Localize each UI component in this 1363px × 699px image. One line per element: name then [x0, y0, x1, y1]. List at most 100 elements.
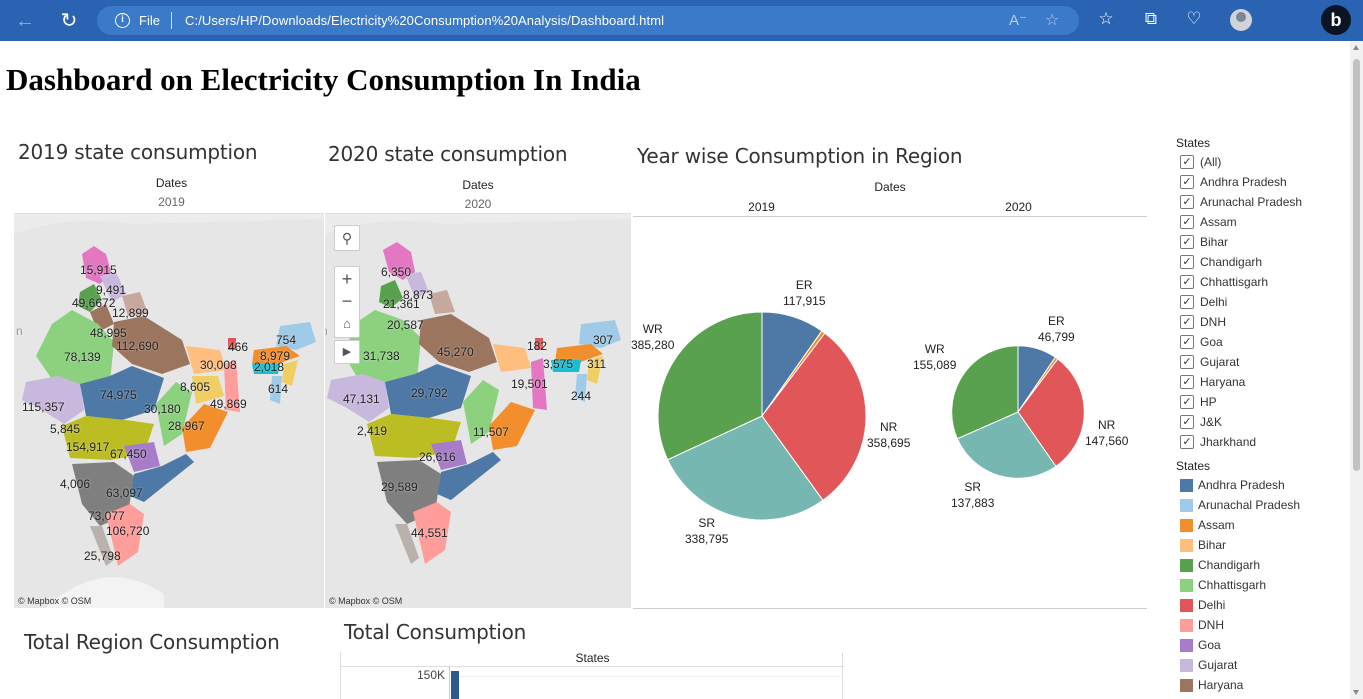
url-text[interactable]: C:/Users/HP/Downloads/Electricity%20Cons… [185, 13, 665, 28]
map-2020-attribution[interactable]: © Mapbox © OSM [329, 596, 403, 606]
collections-icon[interactable]: ⧉ [1144, 9, 1158, 28]
state-kerala[interactable] [90, 526, 114, 566]
filter-checkbox[interactable]: ✓ [1180, 155, 1194, 169]
state-odisha[interactable] [489, 402, 535, 450]
page-scrollbar[interactable] [1350, 41, 1363, 699]
filter-checkbox[interactable]: ✓ [1180, 415, 1194, 429]
filter-checkbox[interactable]: ✓ [1180, 315, 1194, 329]
state-chhattisgarh[interactable] [463, 380, 499, 444]
state-sikkim[interactable] [535, 338, 543, 350]
state-nagaland[interactable] [587, 356, 603, 384]
total-consumption-chart[interactable]: States 150K [340, 651, 844, 699]
state-assam[interactable] [555, 344, 603, 364]
pie-2020-slice-nr[interactable] [1017, 358, 1085, 468]
state-rajasthan[interactable] [343, 310, 421, 388]
state-telangana[interactable] [124, 442, 160, 472]
state-gujarat[interactable] [327, 374, 389, 422]
state-hp[interactable] [100, 272, 126, 302]
pie-2019-slice-nr[interactable] [761, 332, 867, 502]
scroll-down-arrow[interactable] [1353, 690, 1359, 695]
state-punjab[interactable] [78, 284, 102, 312]
legend-item-label: Delhi [1198, 598, 1226, 612]
state-meghalaya[interactable] [551, 360, 581, 372]
map-2019-title: 2019 state consumption [18, 140, 258, 164]
state-up[interactable] [419, 314, 497, 372]
state-ap[interactable] [437, 452, 501, 500]
state-jharkhand[interactable] [192, 376, 224, 404]
filter-checkbox[interactable]: ✓ [1180, 275, 1194, 289]
state-tripura[interactable] [270, 376, 282, 404]
map-search-icon[interactable]: ⚲ [334, 225, 360, 251]
state-mp[interactable] [385, 364, 471, 418]
state-arunachal[interactable] [579, 320, 621, 348]
zoom-out-button[interactable]: − [341, 291, 353, 311]
info-icon[interactable]: i [115, 13, 130, 28]
filter-checkbox[interactable]: ✓ [1180, 435, 1194, 449]
state-bihar[interactable] [493, 344, 531, 372]
address-bar[interactable]: i File C:/Users/HP/Downloads/Electricity… [97, 6, 1079, 35]
filter-checkbox[interactable]: ✓ [1180, 335, 1194, 349]
legend-swatch [1180, 539, 1193, 552]
state-wb[interactable] [531, 358, 547, 410]
profile-icon[interactable] [1230, 9, 1252, 31]
map-2020[interactable]: 6,350 8,873 21,361 20,587 31,738 45,270 … [325, 213, 631, 608]
state-arunachal[interactable] [276, 322, 316, 350]
state-rajasthan[interactable] [36, 310, 114, 390]
scroll-up-arrow[interactable] [1353, 45, 1359, 50]
map-2020-label: 45,270 [437, 345, 474, 359]
filter-checkbox[interactable]: ✓ [1180, 395, 1194, 409]
state-nagaland[interactable] [282, 360, 298, 386]
pie-2020-slice-sr[interactable] [956, 411, 1057, 479]
filter-checkbox[interactable]: ✓ [1180, 235, 1194, 249]
region-pie-chart[interactable]: ER 117,915 WR 385,280 NR 358,695 SR 338,… [631, 216, 1147, 608]
state-mp[interactable] [80, 366, 164, 420]
add-favorite-icon[interactable]: ☆ [1045, 12, 1060, 29]
play-icon[interactable]: ▶ [334, 340, 360, 364]
state-meghalaya[interactable] [252, 364, 280, 374]
state-chhattisgarh[interactable] [156, 382, 192, 446]
state-wb[interactable] [224, 360, 240, 412]
state-tripura[interactable] [575, 374, 587, 402]
state-punjab[interactable] [379, 280, 403, 308]
state-tn[interactable] [413, 502, 451, 564]
filter-checkbox[interactable]: ✓ [1180, 195, 1194, 209]
filter-checkbox[interactable]: ✓ [1180, 355, 1194, 369]
filter-checkbox[interactable]: ✓ [1180, 215, 1194, 229]
state-uk[interactable] [122, 292, 148, 316]
filter-checkbox[interactable]: ✓ [1180, 255, 1194, 269]
pie-2019-er-value: 117,915 [783, 294, 826, 308]
state-bihar[interactable] [186, 346, 226, 374]
favorites-icon[interactable]: ☆ [1098, 9, 1114, 28]
state-up[interactable] [112, 316, 190, 374]
scrollbar-thumb[interactable] [1353, 59, 1360, 471]
state-kerala[interactable] [395, 524, 419, 564]
state-hp[interactable] [405, 272, 429, 298]
state-jk[interactable] [383, 242, 415, 280]
filter-checkbox[interactable]: ✓ [1180, 175, 1194, 189]
back-icon[interactable]: ← [15, 10, 35, 32]
state-jk[interactable] [82, 246, 111, 284]
refresh-icon[interactable]: ↻ [60, 10, 78, 32]
bing-icon[interactable]: b [1321, 5, 1351, 35]
state-tn[interactable] [106, 504, 144, 566]
state-gujarat[interactable] [22, 376, 84, 424]
heart-pulse-icon[interactable]: ♡ [1186, 9, 1202, 28]
pie-2019-slice-wr[interactable] [657, 311, 763, 461]
state-uk[interactable] [429, 290, 455, 314]
state-telangana[interactable] [431, 440, 467, 470]
filter-checkbox[interactable]: ✓ [1180, 295, 1194, 309]
total-bar-andhra-pradesh[interactable] [451, 671, 459, 699]
state-sikkim[interactable] [228, 338, 236, 350]
home-icon[interactable]: ⌂ [343, 316, 351, 331]
filter-checkbox[interactable]: ✓ [1180, 375, 1194, 389]
read-aloud-icon[interactable]: A⁻ [1009, 12, 1027, 29]
zoom-in-button[interactable]: + [341, 269, 353, 289]
map-2019-label: 25,798 [84, 549, 121, 563]
state-odisha[interactable] [182, 404, 228, 452]
state-assam[interactable] [252, 346, 300, 366]
filter-item-label: HP [1200, 395, 1217, 409]
pie-2020-slice-wr[interactable] [951, 345, 1019, 440]
map-2019-attribution[interactable]: © Mapbox © OSM [18, 596, 92, 606]
map-2019[interactable]: 15,915 9,491 49,6672 12,899 48,995 112,6… [14, 213, 324, 608]
state-ap[interactable] [130, 454, 194, 502]
